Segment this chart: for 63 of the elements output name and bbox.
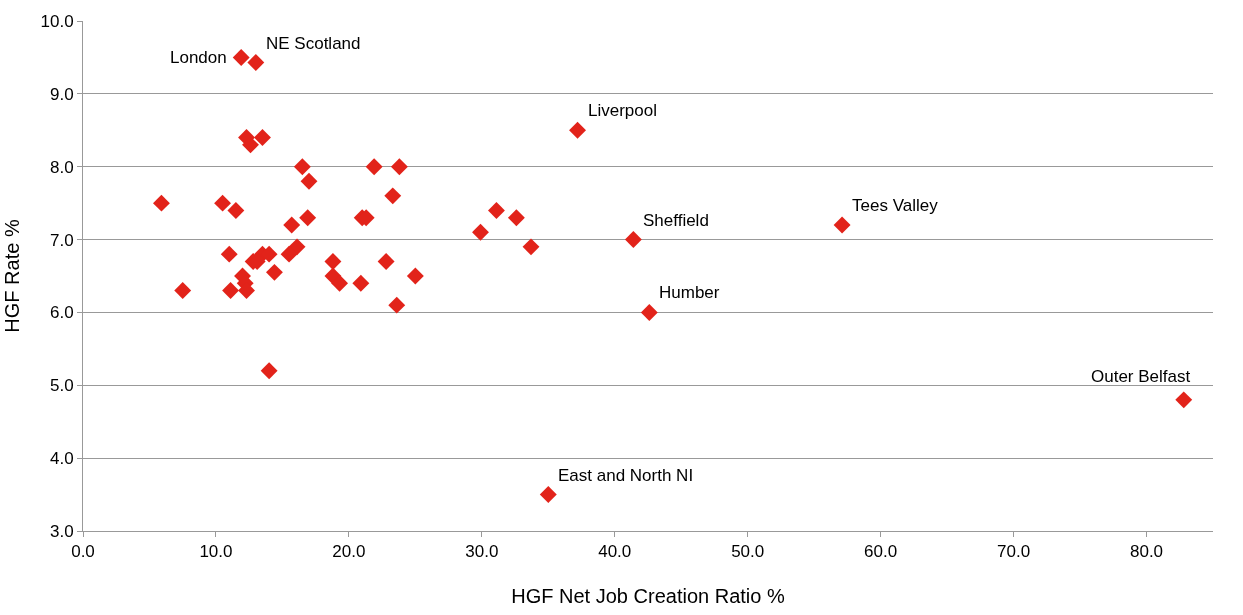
annotation: NE Scotland — [266, 34, 361, 53]
x-tick-label: 80.0 — [1129, 542, 1164, 562]
point — [365, 158, 383, 176]
point — [152, 194, 170, 212]
point — [388, 296, 406, 314]
point — [232, 48, 250, 66]
x-tick-label: 50.0 — [731, 542, 765, 562]
point — [569, 121, 586, 139]
point — [539, 486, 557, 504]
point — [254, 129, 271, 147]
point — [324, 252, 342, 270]
annotation: Sheffield — [643, 211, 709, 230]
point — [833, 216, 851, 234]
point — [488, 201, 505, 219]
point — [406, 267, 424, 285]
point — [300, 172, 318, 190]
annotation: East and North NI — [558, 466, 694, 485]
point — [640, 303, 658, 321]
point — [214, 194, 232, 212]
x-tick-label: 10.0 — [199, 542, 233, 562]
annotation: Tees Valley — [852, 196, 939, 215]
y-tick-label: 5.0 — [49, 376, 74, 396]
annotation: Outer Belfast — [1091, 367, 1191, 386]
point — [331, 274, 349, 292]
x-axis-title: HGF Net Job Creation Ratio % — [511, 584, 785, 607]
point — [293, 158, 311, 176]
point — [1175, 391, 1193, 409]
y-axis-title: HGF Rate % — [1, 219, 24, 333]
annotation: London — [170, 48, 227, 67]
point — [352, 274, 370, 292]
y-tick-label: 8.0 — [49, 157, 74, 177]
point — [288, 238, 306, 256]
point — [283, 216, 301, 234]
x-tick-label: 70.0 — [997, 542, 1031, 562]
point — [377, 252, 395, 270]
point — [260, 362, 278, 380]
y-tick-label: 4.0 — [49, 449, 74, 469]
y-tick-label: 3.0 — [49, 521, 74, 541]
point — [384, 187, 402, 205]
point — [522, 238, 540, 256]
point — [227, 201, 245, 219]
x-tick-label: 30.0 — [465, 542, 499, 562]
point — [174, 282, 192, 300]
point — [624, 231, 642, 249]
point — [390, 158, 408, 176]
y-tick-label: 9.0 — [49, 84, 74, 104]
y-tick-label: 7.0 — [49, 230, 74, 250]
x-tick-label: 40.0 — [598, 542, 632, 562]
point — [265, 263, 283, 281]
y-tick-label: 6.0 — [49, 303, 74, 323]
annotation: Humber — [659, 283, 720, 302]
x-tick-label: 60.0 — [864, 542, 898, 562]
point — [247, 54, 265, 71]
point — [472, 223, 489, 241]
annotation: Liverpool — [588, 101, 657, 120]
point — [222, 282, 240, 300]
y-tick-label: 10.0 — [40, 11, 74, 31]
point — [220, 245, 238, 263]
point — [507, 209, 525, 227]
x-tick-label: 20.0 — [332, 542, 366, 562]
x-tick-label: 0.0 — [71, 542, 95, 562]
point — [299, 209, 317, 227]
point — [280, 245, 298, 263]
